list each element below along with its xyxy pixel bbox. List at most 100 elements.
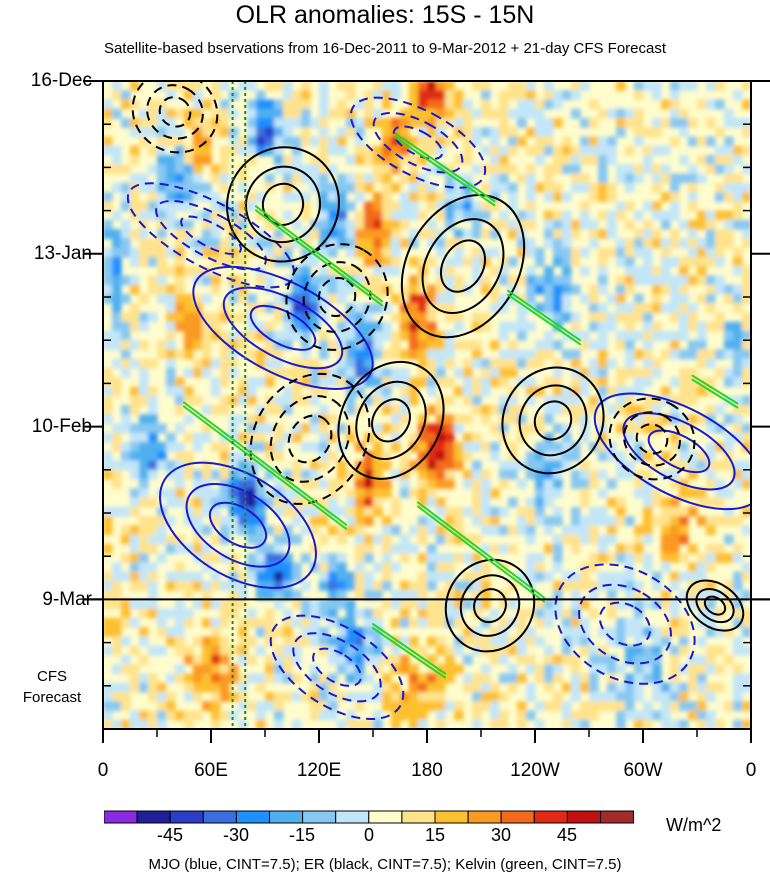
anomaly-cell: [328, 571, 338, 582]
anomaly-cell: [229, 127, 239, 138]
anomaly-cell: [256, 358, 266, 369]
anomaly-cell: [544, 645, 554, 656]
anomaly-cell: [571, 627, 581, 638]
anomaly-cell: [112, 303, 122, 314]
anomaly-cell: [337, 719, 347, 729]
anomaly-cell: [463, 654, 473, 665]
anomaly-cell: [328, 497, 338, 508]
anomaly-cell: [148, 580, 158, 591]
anomaly-cell: [310, 423, 320, 434]
anomaly-cell: [616, 284, 626, 295]
anomaly-cell: [553, 367, 563, 378]
anomaly-cell: [526, 691, 536, 702]
anomaly-cell: [148, 423, 158, 434]
anomaly-cell: [130, 358, 140, 369]
anomaly-cell: [562, 238, 572, 249]
anomaly-cell: [112, 664, 122, 675]
anomaly-cell: [373, 284, 383, 295]
anomaly-cell: [472, 497, 482, 508]
anomaly-cell: [580, 645, 590, 656]
anomaly-cell: [652, 182, 662, 193]
anomaly-cell: [652, 321, 662, 332]
anomaly-cell: [697, 553, 707, 563]
anomaly-cell: [130, 275, 140, 286]
anomaly-cell: [625, 201, 635, 212]
anomaly-cell: [571, 534, 581, 545]
mjo-contour: [222, 286, 344, 370]
anomaly-cell: [427, 636, 437, 647]
anomaly-cell: [580, 636, 590, 647]
anomaly-cell: [382, 266, 392, 276]
anomaly-cell: [193, 395, 203, 406]
anomaly-cell: [454, 247, 464, 258]
anomaly-cell: [130, 460, 140, 471]
anomaly-cell: [652, 229, 662, 239]
anomaly-cell: [418, 682, 428, 693]
anomaly-cell: [553, 247, 563, 258]
anomaly-cell: [301, 608, 311, 619]
anomaly-cell: [652, 627, 662, 638]
anomaly-cell: [616, 497, 626, 508]
anomaly-cell: [580, 488, 590, 499]
anomaly-cell: [472, 164, 482, 175]
anomaly-cell: [499, 303, 509, 314]
anomaly-cell: [355, 192, 365, 202]
anomaly-cell: [220, 608, 230, 619]
anomaly-cell: [418, 719, 428, 729]
anomaly-cell: [373, 275, 383, 286]
anomaly-cell: [265, 497, 275, 508]
anomaly-cell: [193, 108, 203, 119]
anomaly-cell: [571, 469, 581, 480]
anomaly-cell: [355, 691, 365, 702]
anomaly-cell: [463, 479, 473, 489]
er-contour: [249, 372, 371, 505]
anomaly-cell: [193, 358, 203, 369]
anomaly-cell: [535, 155, 545, 165]
anomaly-cell: [364, 330, 374, 341]
anomaly-cell: [337, 210, 347, 221]
anomaly-cell: [490, 701, 500, 712]
anomaly-cell: [472, 580, 482, 591]
anomaly-cell: [517, 349, 527, 360]
anomaly-cell: [652, 210, 662, 221]
anomaly-cell: [292, 673, 302, 684]
anomaly-cell: [184, 303, 194, 314]
anomaly-cell: [742, 395, 751, 406]
anomaly-cell: [301, 377, 311, 388]
anomaly-cell: [139, 636, 149, 647]
anomaly-cell: [607, 608, 617, 619]
anomaly-cell: [463, 201, 473, 212]
mjo-contour: [554, 563, 696, 685]
anomaly-cell: [661, 534, 671, 545]
anomaly-cell: [643, 488, 653, 499]
anomaly-cell: [247, 442, 257, 452]
anomaly-cell: [346, 229, 356, 239]
kelvin-contour: [417, 505, 545, 603]
anomaly-cell: [121, 349, 131, 360]
anomaly-cell: [220, 173, 230, 184]
anomaly-cell: [661, 525, 671, 536]
anomaly-cell: [283, 164, 293, 175]
anomaly-cell: [490, 136, 500, 147]
anomaly-cell: [202, 210, 212, 221]
anomaly-cell: [283, 99, 293, 110]
anomaly-cell: [319, 405, 329, 415]
x-tick-label: 120E: [296, 760, 342, 781]
anomaly-cell: [526, 710, 536, 721]
anomaly-cell: [103, 395, 113, 406]
anomaly-cell: [715, 682, 725, 693]
anomaly-cell: [391, 442, 401, 452]
anomaly-cell: [400, 701, 410, 712]
anomaly-cell: [526, 386, 536, 397]
anomaly-cell: [589, 710, 599, 721]
anomaly-cell: [733, 719, 743, 729]
anomaly-cell: [103, 617, 113, 628]
anomaly-cell: [265, 423, 275, 434]
anomaly-cell: [193, 293, 203, 304]
anomaly-cell: [481, 90, 491, 101]
anomaly-cell: [553, 664, 563, 675]
anomaly-cell: [472, 516, 482, 526]
anomaly-cell: [634, 367, 644, 378]
anomaly-cell: [454, 340, 464, 351]
anomaly-cell: [490, 358, 500, 369]
